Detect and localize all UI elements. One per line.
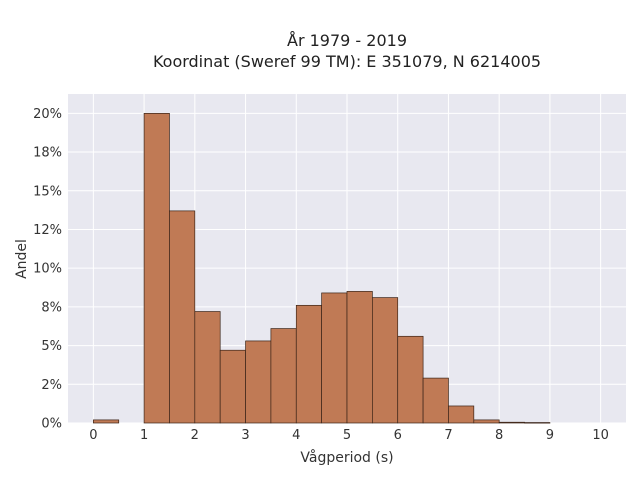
y-tick-label: 0% — [41, 417, 62, 432]
x-tick-label: 0 — [89, 428, 97, 443]
histogram-bar — [321, 292, 348, 424]
y-tick-label: 10% — [33, 262, 62, 277]
x-axis-ticks: 0 1 2 3 4 5 6 7 8 9 10 — [89, 428, 609, 443]
y-tick-label: 5% — [41, 339, 62, 354]
histogram-bar — [346, 291, 373, 424]
x-tick-label: 1 — [140, 428, 148, 443]
histogram-bar — [93, 419, 120, 424]
histogram-bar — [143, 113, 170, 424]
y-tick-label: 20% — [33, 107, 62, 122]
histogram-bar — [169, 210, 196, 424]
y-tick-label: 15% — [33, 184, 62, 199]
histogram-bar — [194, 311, 221, 424]
x-tick-label: 3 — [241, 428, 249, 443]
histogram-bar — [397, 335, 424, 424]
x-tick-label: 9 — [546, 428, 554, 443]
histogram-bar — [524, 422, 551, 424]
histogram-bar — [473, 419, 500, 424]
histogram-bar — [245, 340, 272, 424]
y-tick-label: 12% — [33, 223, 62, 238]
x-tick-label: 4 — [292, 428, 300, 443]
histogram-bar — [295, 304, 322, 424]
y-axis-label: Andel — [14, 239, 30, 279]
x-tick-label: 2 — [191, 428, 199, 443]
bars — [93, 113, 551, 424]
x-tick-label: 8 — [495, 428, 503, 443]
histogram-bar — [448, 405, 475, 424]
histogram-bar — [422, 377, 449, 424]
x-axis-label: Vågperiod (s) — [300, 449, 393, 466]
x-tick-label: 7 — [444, 428, 452, 443]
x-tick-label: 10 — [592, 428, 609, 443]
y-tick-label: 2% — [41, 378, 62, 393]
histogram-bar — [219, 349, 246, 424]
histogram-bar — [372, 297, 399, 424]
x-tick-label: 5 — [343, 428, 351, 443]
y-axis-ticks: 0% 2% 5% 8% 10% 12% 15% 18% 20% — [33, 107, 62, 432]
chart-title-line-2: Koordinat (Sweref 99 TM): E 351079, N 62… — [153, 52, 541, 71]
histogram-bar — [498, 421, 525, 424]
y-tick-label: 8% — [41, 300, 62, 315]
chart-title-line-1: År 1979 - 2019 — [287, 31, 407, 50]
x-tick-label: 6 — [394, 428, 402, 443]
histogram-bar — [270, 328, 297, 424]
y-tick-label: 18% — [33, 146, 62, 161]
